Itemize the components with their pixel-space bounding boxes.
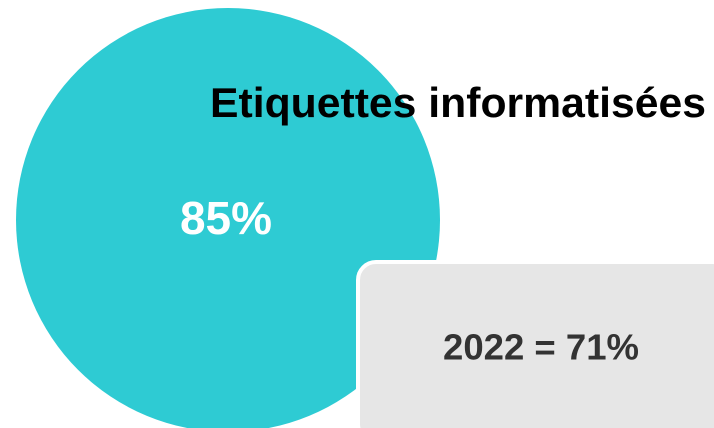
title: Etiquettes informatisées [210,79,706,126]
stat-circle [16,8,440,428]
comparison-box [356,260,714,428]
main-stat: 85% [180,192,272,244]
comparison-text: 2022 = 71% [443,327,639,368]
